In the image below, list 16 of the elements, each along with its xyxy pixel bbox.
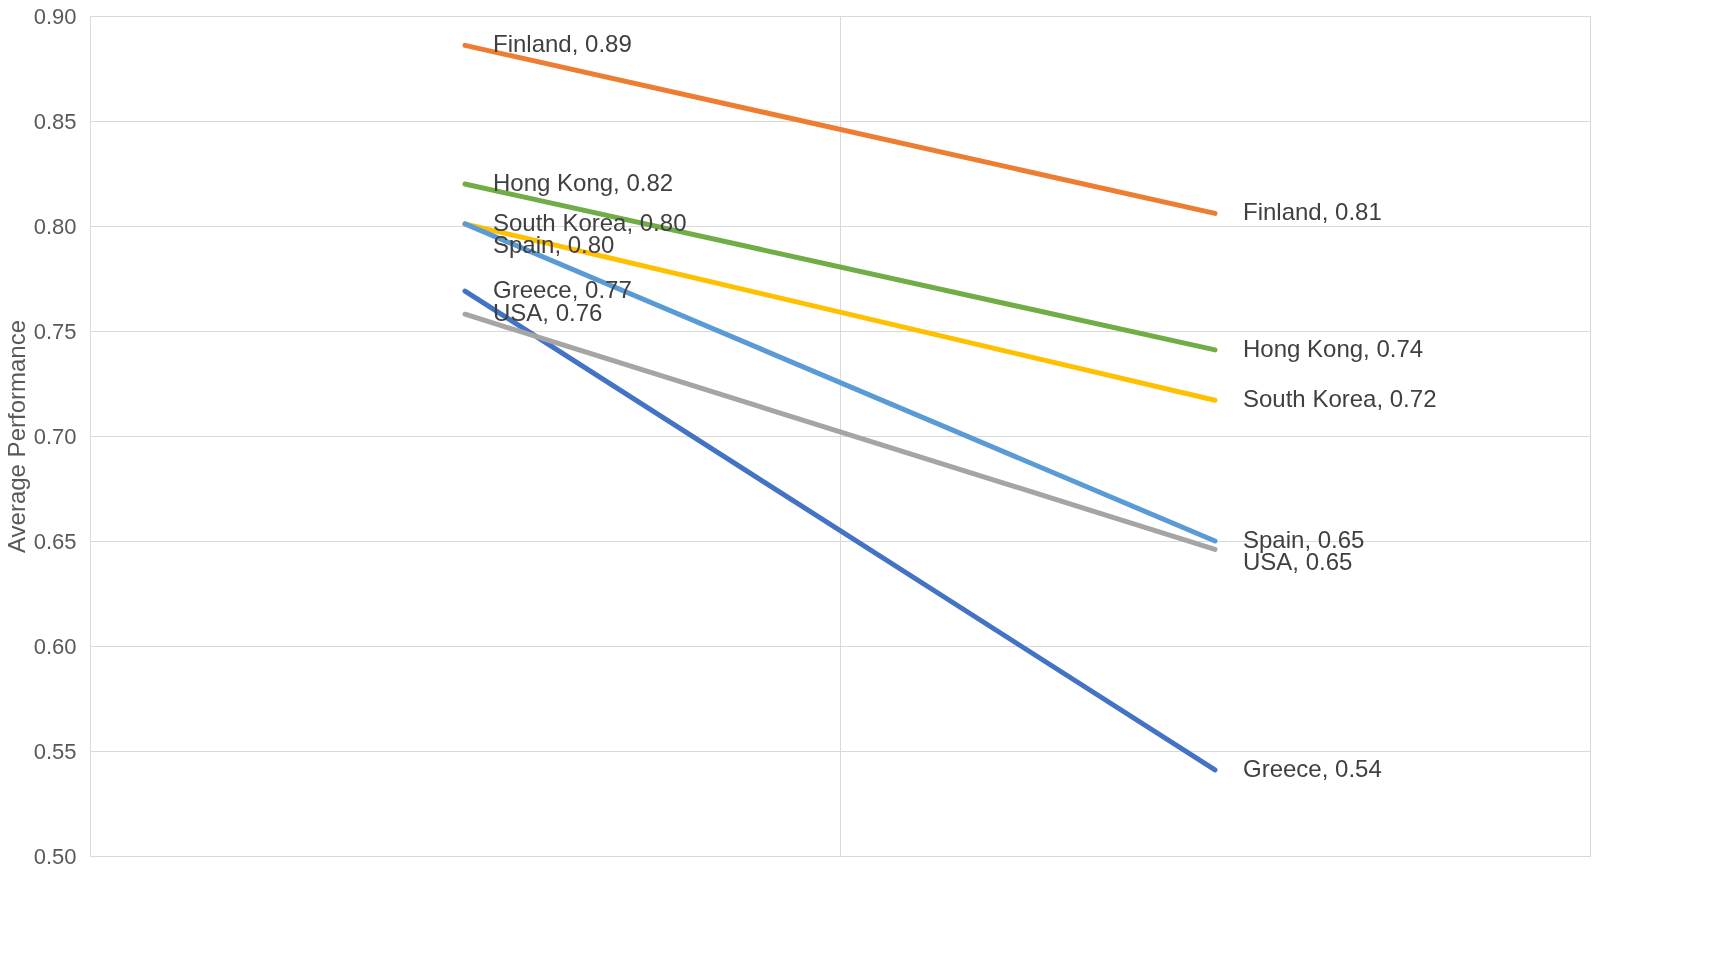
data-label: Hong Kong, 0.74 [1243,334,1424,362]
data-label: Finland, 0.89 [493,30,632,58]
data-label: Hong Kong, 0.82 [493,169,674,196]
y-tick-label: 0.75 [33,318,77,344]
data-label: Greece, 0.54 [1243,754,1382,782]
y-tick-label: 0.70 [33,423,77,449]
y-tick-label: 0.60 [33,633,77,659]
y-tick-label: 0.55 [33,738,77,764]
data-label: Finland, 0.81 [1243,198,1382,226]
y-tick-label: 0.90 [33,3,77,29]
y-tick-label: 0.85 [33,108,77,134]
data-label: South Korea, 0.72 [1243,385,1437,413]
y-tick-label: 0.80 [33,213,77,239]
y-axis-title: Average Performance [2,319,30,554]
y-tick-label: 0.65 [33,528,77,554]
y-tick-label: 0.50 [33,843,77,869]
